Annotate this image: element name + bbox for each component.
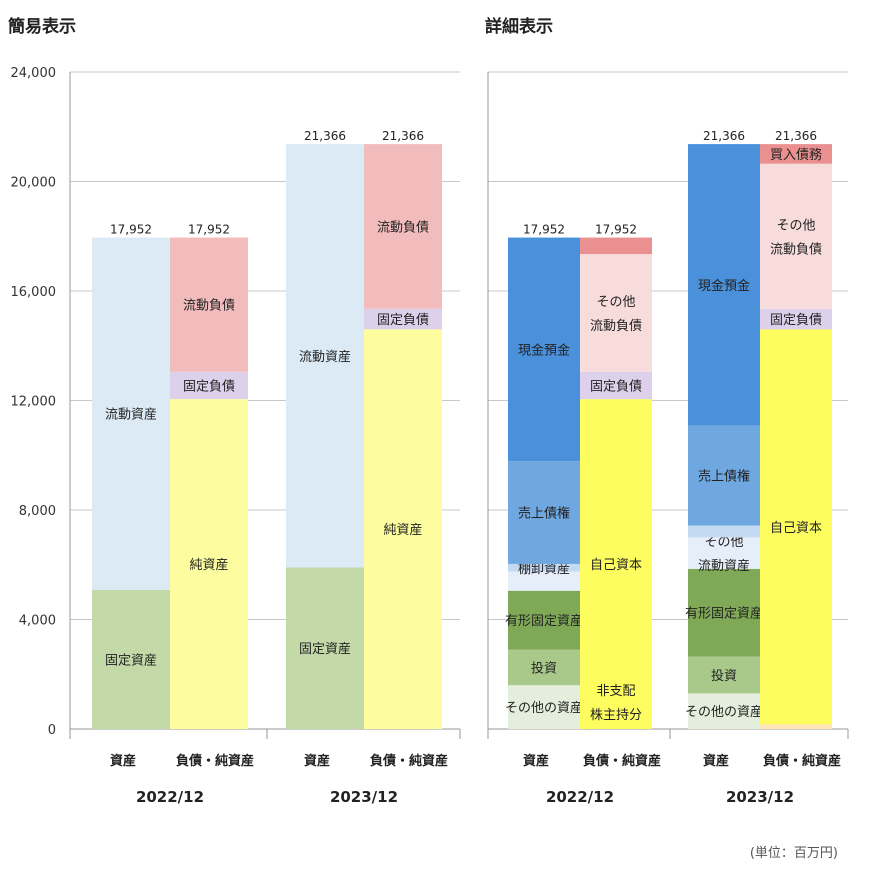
segment-label: その他の資産 <box>505 700 583 716</box>
bar-segment <box>508 590 580 650</box>
segment-label: 固定負債 <box>377 313 429 328</box>
y-tick-label: 12,000 <box>11 395 57 410</box>
bar-segment <box>508 571 580 591</box>
bar-segment <box>688 537 760 569</box>
bar-category-label: 資産 <box>523 753 549 769</box>
bar-segment <box>760 144 832 164</box>
y-tick-label: 4,000 <box>19 614 56 629</box>
bar-segment <box>580 254 652 372</box>
segment-label: 流動負債 <box>377 220 429 235</box>
bar-segment <box>688 525 760 538</box>
unit-label: (単位：百万円) <box>749 846 838 861</box>
segment-label: 売上債権 <box>698 469 750 485</box>
bar-segment <box>760 308 832 330</box>
panel-title: 簡易表示 <box>7 16 76 37</box>
segment-label: 非支配 <box>596 684 635 699</box>
bar-segment <box>170 237 248 372</box>
bar-segment <box>364 329 442 729</box>
y-tick-label: 20,000 <box>11 176 57 191</box>
bar-total-label: 21,366 <box>775 129 817 143</box>
bar-segment <box>760 163 832 309</box>
bar-category-label: 資産 <box>304 753 330 769</box>
segment-label: その他 <box>596 295 635 310</box>
bar-category-label: 負債・純資産 <box>370 753 448 769</box>
y-tick-label: 8,000 <box>19 504 56 519</box>
y-tick-label: 24,000 <box>11 66 57 81</box>
y-tick-label: 0 <box>48 723 56 738</box>
bar-segment <box>364 144 442 309</box>
segment-label: 流動資産 <box>299 349 351 365</box>
y-tick-label: 16,000 <box>11 285 57 300</box>
segment-label: 固定負債 <box>590 379 642 394</box>
segment-label: 流動負債 <box>183 299 235 314</box>
period-label: 2023/12 <box>330 788 398 806</box>
segment-label: 流動資産 <box>105 407 157 423</box>
period-label: 2023/12 <box>726 788 794 806</box>
bar-total-label: 17,952 <box>523 223 565 237</box>
bar-segment <box>760 724 832 729</box>
segment-label: その他 <box>776 218 815 233</box>
bar-segment <box>688 425 760 526</box>
bar-total-label: 21,366 <box>304 129 346 143</box>
segment-label: 固定負債 <box>770 313 822 328</box>
segment-label: その他 <box>704 535 743 550</box>
segment-label: 投資 <box>531 660 557 676</box>
bar-segment <box>364 308 442 330</box>
bar-segment <box>170 371 248 400</box>
segment-label: 自己資本 <box>590 558 642 573</box>
segment-label: 投資 <box>711 668 737 684</box>
segment-label: 売上債権 <box>518 506 570 522</box>
bar-segment <box>286 567 364 729</box>
bar-segment <box>92 589 170 729</box>
segment-label: 自己資本 <box>770 521 822 536</box>
bar-segment <box>170 399 248 729</box>
bar-category-label: 資産 <box>110 753 136 769</box>
segment-label: 流動負債 <box>590 319 642 334</box>
bar-segment <box>688 568 760 657</box>
segment-label: 固定資産 <box>105 652 157 668</box>
segment-label: 純資産 <box>189 557 228 573</box>
bar-total-label: 17,952 <box>188 223 230 237</box>
segment-label: 現金預金 <box>518 342 570 358</box>
bar-category-label: 負債・純資産 <box>176 753 254 769</box>
segment-label: 有形固定資産 <box>685 606 763 622</box>
bar-segment <box>688 144 760 426</box>
period-label: 2022/12 <box>136 788 204 806</box>
bar-total-label: 21,366 <box>382 129 424 143</box>
bar-segment <box>508 563 580 572</box>
bar-segment <box>580 237 652 255</box>
segment-label: 固定資産 <box>299 641 351 657</box>
bar-segment <box>688 656 760 694</box>
period-label: 2022/12 <box>546 788 614 806</box>
bar-segment <box>508 461 580 564</box>
bar-segment <box>508 649 580 686</box>
segment-label: 株主持分 <box>590 708 642 723</box>
panel-title: 詳細表示 <box>485 16 553 37</box>
bar-segment <box>580 399 652 729</box>
segment-label: 流動負債 <box>770 242 822 257</box>
bar-category-label: 資産 <box>703 753 729 769</box>
bar-total-label: 17,952 <box>595 223 637 237</box>
segment-label: 有形固定資産 <box>505 613 583 629</box>
segment-label: 流動資産 <box>698 558 750 574</box>
segment-label: 棚卸資産 <box>518 561 570 577</box>
bar-segment <box>688 693 760 729</box>
bar-category-label: 負債・純資産 <box>763 753 841 769</box>
bar-category-label: 負債・純資産 <box>583 753 661 769</box>
segment-label: 買入債務 <box>770 148 822 163</box>
bar-total-label: 17,952 <box>110 223 152 237</box>
bar-segment <box>286 144 364 568</box>
bar-segment <box>508 237 580 462</box>
segment-label: 純資産 <box>383 522 422 538</box>
bar-segment <box>508 685 580 729</box>
bar-total-label: 21,366 <box>703 129 745 143</box>
bar-segment <box>580 371 652 400</box>
bar-segment <box>92 237 170 590</box>
segment-label: 現金預金 <box>698 278 750 294</box>
segment-label: その他の資産 <box>685 704 763 720</box>
bar-segment <box>760 329 832 725</box>
segment-label: 固定負債 <box>183 379 235 394</box>
